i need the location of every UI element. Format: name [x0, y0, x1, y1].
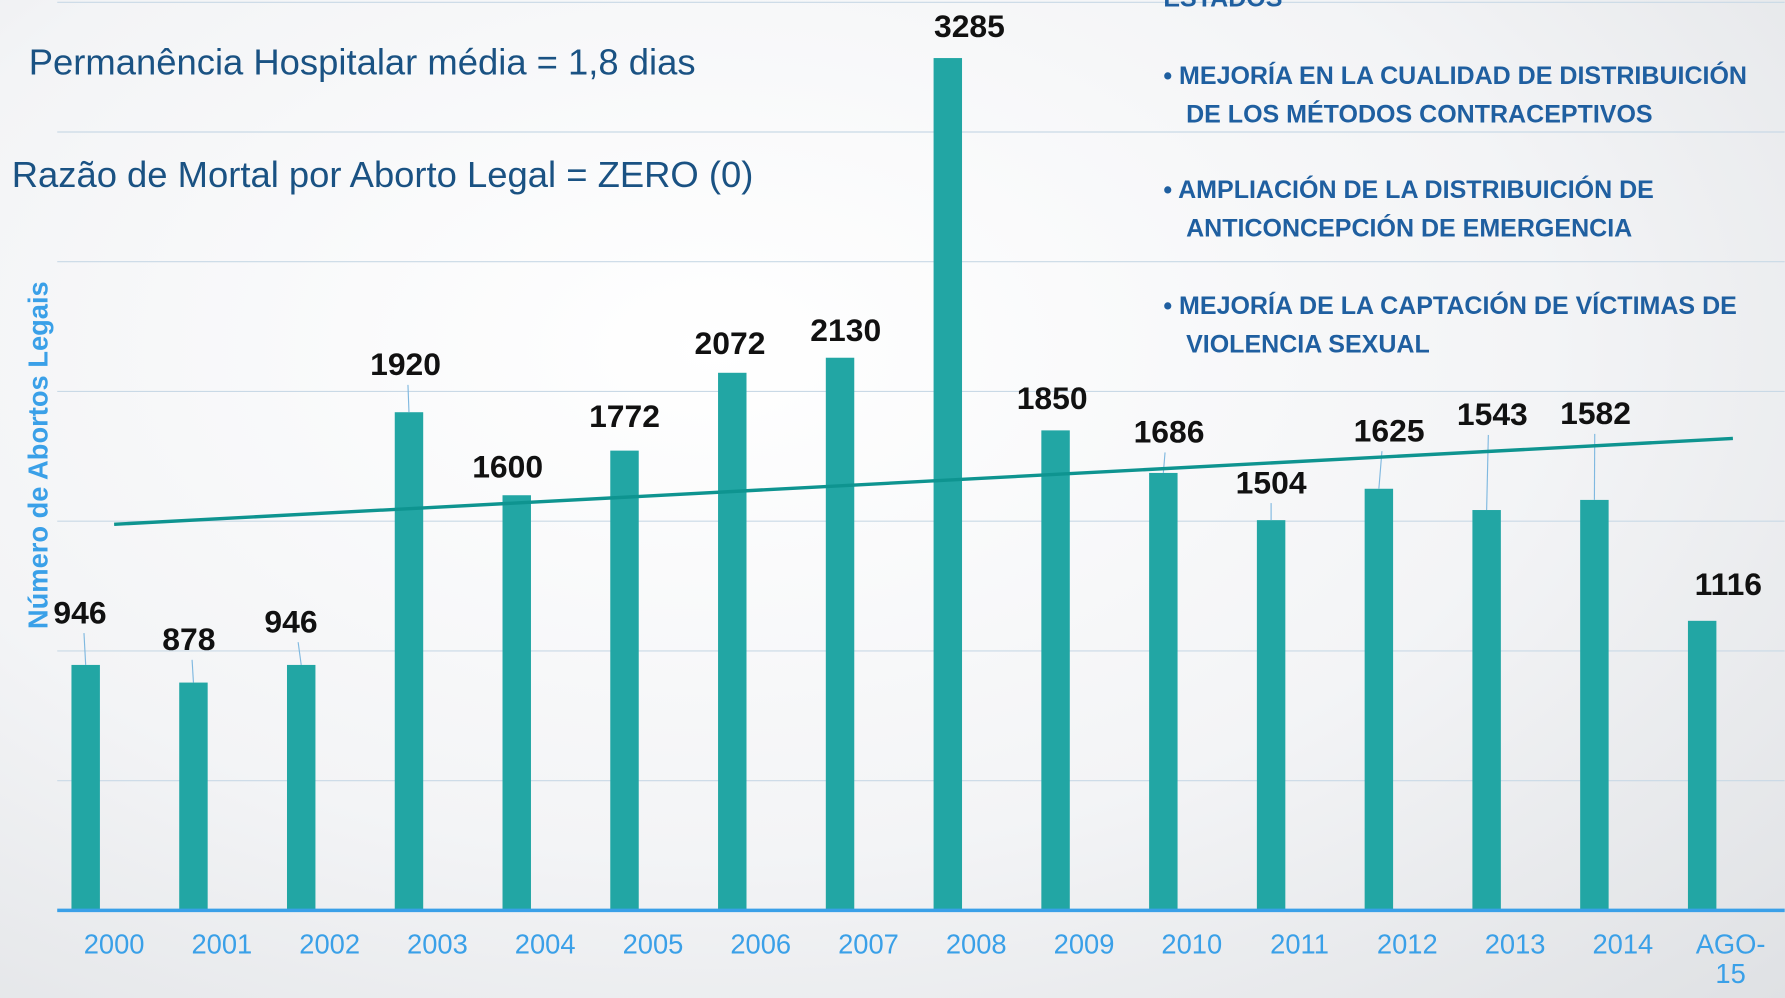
- bar: [1256, 520, 1286, 911]
- x-tick-label: 2011: [1270, 930, 1329, 961]
- bar: [286, 664, 316, 911]
- data-label: 2130: [810, 312, 881, 348]
- x-tick: 2006: [730, 930, 792, 961]
- data-label: 1625: [1354, 412, 1425, 448]
- x-tick: 2000: [83, 930, 145, 961]
- x-tick: 2012: [1376, 930, 1438, 961]
- data-label: 1116: [1695, 566, 1762, 602]
- bullet-heading: ESTADOS: [1163, 0, 1282, 13]
- x-tick: 2002: [299, 930, 361, 961]
- bar: [825, 357, 855, 911]
- x-tick: 2007: [838, 930, 899, 961]
- bar: [1472, 510, 1501, 911]
- bullet-text: VIOLENCIA SEXUAL: [1186, 331, 1430, 359]
- trend-line: [114, 436, 1733, 527]
- x-tick: 2010: [1161, 930, 1223, 961]
- bar: [1687, 620, 1717, 911]
- data-label: 1600: [472, 448, 543, 484]
- bullet-text: DE LOS MÉTODOS CONTRACEPTIVOS: [1186, 100, 1653, 129]
- x-tick: 2009: [1053, 930, 1115, 961]
- x-tick-label: 2007: [838, 930, 899, 961]
- bullet-text: • MEJORÍA EN LA CUALIDAD DE DISTRIBUICIÓ…: [1163, 60, 1747, 90]
- x-tick-label: 2012: [1376, 930, 1438, 961]
- bar: [1580, 499, 1609, 911]
- leader-line: [297, 642, 302, 666]
- x-tick: 2004: [514, 930, 576, 961]
- bar: [1364, 488, 1394, 911]
- x-tick-label: 2006: [730, 930, 792, 961]
- x-tick-label: 2003: [407, 930, 468, 961]
- data-label: 878: [162, 621, 215, 657]
- bar: [718, 372, 747, 911]
- bullet-text: • AMPLIACIÓN DE LA DISTRIBUICIÓN DE: [1163, 174, 1654, 204]
- bullet-text: ANTICONCEPCIÓN DE EMERGENCIA: [1186, 212, 1632, 242]
- x-tick: 2003: [407, 930, 468, 961]
- data-label: 1772: [589, 398, 660, 434]
- x-tick: AGO-15: [1695, 930, 1766, 991]
- bar: [1149, 472, 1178, 911]
- x-tick: 2011: [1270, 930, 1329, 961]
- y-axis-label: Número de Abortos Legais: [22, 281, 53, 629]
- x-tick-label: 2002: [299, 930, 361, 961]
- data-label: 1504: [1236, 464, 1307, 500]
- bar: [71, 664, 100, 911]
- x-tick-label: 2005: [622, 930, 684, 961]
- note-stay: Permanência Hospitalar média = 1,8 dias: [29, 41, 696, 82]
- x-tick-label: 2004: [514, 930, 576, 961]
- x-tick: 2013: [1484, 930, 1546, 961]
- data-label: 2072: [695, 325, 766, 361]
- x-tick-label: AGO-15: [1695, 930, 1766, 991]
- data-label: 1920: [370, 346, 441, 382]
- data-label: 3285: [934, 8, 1005, 44]
- data-label: 1686: [1134, 414, 1205, 450]
- leader-line: [83, 633, 87, 665]
- x-tick: 2014: [1592, 930, 1654, 961]
- bar: [394, 412, 424, 911]
- x-tick: 2008: [945, 930, 1007, 961]
- data-label: 1850: [1017, 380, 1088, 416]
- bar: [1041, 430, 1070, 911]
- bar: [610, 450, 639, 911]
- leader-line: [1486, 434, 1489, 511]
- bar: [179, 682, 208, 911]
- x-tick-label: 2008: [945, 930, 1007, 961]
- data-label: 946: [53, 594, 106, 630]
- x-tick: 2005: [622, 930, 684, 961]
- x-tick-label: 2013: [1484, 930, 1546, 961]
- x-tick-label: 2000: [83, 930, 145, 961]
- data-label: 1582: [1560, 395, 1631, 431]
- x-tick-label: 2001: [191, 930, 253, 961]
- bar: [933, 58, 963, 911]
- x-tick-label: 2010: [1161, 930, 1223, 961]
- bullet-text: • MEJORÍA DE LA CAPTACIÓN DE VÍCTIMAS DE: [1163, 290, 1737, 320]
- x-tick-label: 2009: [1053, 930, 1115, 961]
- x-tick: 2001: [191, 930, 253, 961]
- data-label: 946: [264, 603, 317, 639]
- x-tick-label: 2014: [1592, 930, 1654, 961]
- leader-line: [407, 384, 410, 413]
- note-mortality: Razão de Mortal por Aborto Legal = ZERO …: [12, 154, 754, 195]
- data-label: 1543: [1457, 396, 1528, 432]
- bar: [502, 495, 531, 911]
- leader-line: [191, 659, 195, 683]
